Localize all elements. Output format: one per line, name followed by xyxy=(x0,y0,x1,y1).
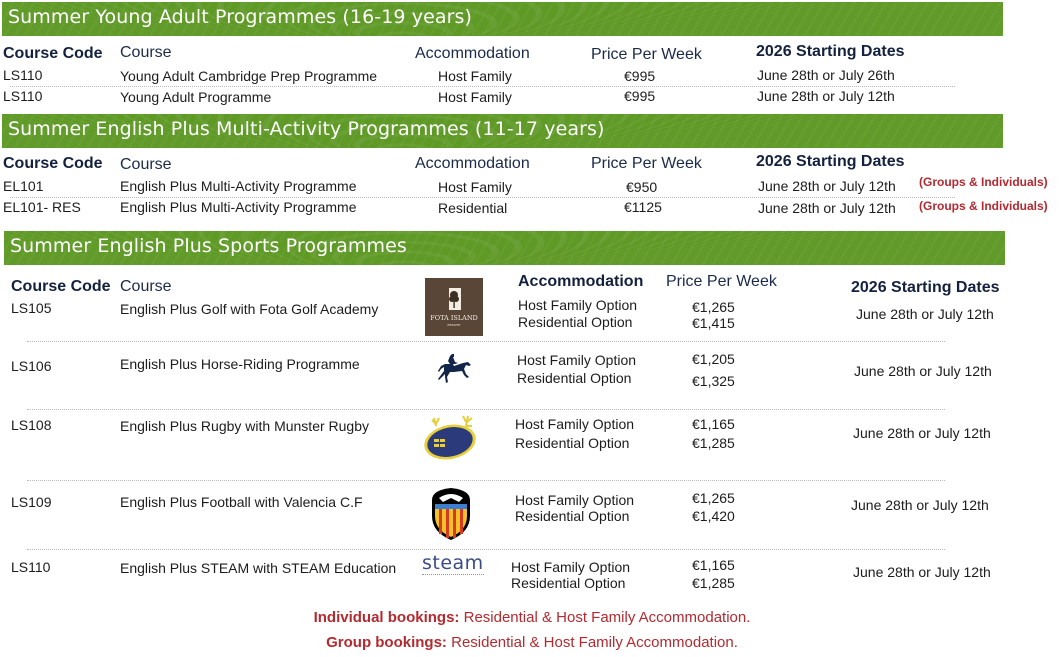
residential-price: €1,420 xyxy=(692,508,735,524)
course-code: LS109 xyxy=(11,494,52,510)
munster-rugby-logo xyxy=(422,412,482,462)
col-header-accommodation: Accommodation xyxy=(415,45,530,62)
group-bookings-label: Group bookings: xyxy=(326,634,447,651)
host-family-option-label: Host Family Option xyxy=(515,416,635,432)
course-code: EL101- RES xyxy=(3,199,81,215)
accommodation: Host Family xyxy=(438,89,512,105)
course-name: English Plus Golf with Fota Golf Academy xyxy=(120,301,379,317)
col-header-course: Course xyxy=(120,278,172,295)
steam-education-logo: steam xyxy=(422,552,484,575)
host-family-price: €1,205 xyxy=(692,351,735,367)
course-code: LS105 xyxy=(11,300,52,316)
residential-option-label: Residential Option xyxy=(515,435,630,451)
col-header-course: Course xyxy=(120,156,172,173)
valencia-cf-crest xyxy=(429,486,473,542)
host-family-option-label: Host Family Option xyxy=(515,492,635,508)
course-name: Young Adult Programme xyxy=(120,89,272,105)
col-header-price: Price Per Week xyxy=(666,273,777,290)
section-banner-multi-activity: Summer English Plus Multi-Activity Progr… xyxy=(2,114,1003,148)
col-header-accommodation: Accommodation xyxy=(518,273,644,290)
host-family-price: €1,265 xyxy=(692,299,735,315)
col-header-code: Course Code xyxy=(3,45,103,62)
host-family-option-label: Host Family Option xyxy=(517,352,637,368)
course-name: English Plus Football with Valencia C.F xyxy=(120,494,363,510)
start-dates: June 28th or July 12th xyxy=(853,425,991,441)
accommodation: Host Family xyxy=(438,179,512,195)
col-header-dates: 2026 Starting Dates xyxy=(756,153,905,170)
section-banner-sports: Summer English Plus Sports Programmes xyxy=(4,231,1005,265)
start-dates: June 28th or July 12th xyxy=(757,88,895,104)
start-dates: June 28th or July 26th xyxy=(757,67,895,83)
host-family-price: €1,265 xyxy=(692,490,735,506)
group-bookings-note: Group bookings: Residential & Host Famil… xyxy=(0,634,1064,651)
row-divider xyxy=(10,86,955,87)
residential-price: €1,415 xyxy=(692,315,735,331)
col-header-code: Course Code xyxy=(11,278,111,295)
section-banner-young-adult: Summer Young Adult Programmes (16-19 yea… xyxy=(2,2,1003,36)
host-family-option-label: Host Family Option xyxy=(511,559,631,575)
course-code: EL101 xyxy=(3,178,44,194)
row-divider xyxy=(27,341,945,342)
residential-option-label: Residential Option xyxy=(515,508,630,524)
row-divider xyxy=(10,197,955,198)
svg-text:RESORT: RESORT xyxy=(447,323,460,327)
row-divider xyxy=(27,409,945,410)
col-header-dates: 2026 Starting Dates xyxy=(756,43,905,60)
col-header-price: Price Per Week xyxy=(591,46,702,63)
host-family-price: €1,165 xyxy=(692,557,735,573)
course-name: English Plus Horse-Riding Programme xyxy=(120,356,360,372)
col-header-dates: 2026 Starting Dates xyxy=(851,279,1000,296)
row-divider xyxy=(27,549,945,550)
start-dates: June 28th or July 12th xyxy=(854,363,992,379)
col-header-code: Course Code xyxy=(3,155,103,172)
price: €995 xyxy=(624,88,656,104)
course-code: LS110 xyxy=(11,559,51,575)
price: €1125 xyxy=(624,199,662,215)
col-header-accommodation: Accommodation xyxy=(415,155,530,172)
course-name: Young Adult Cambridge Prep Programme xyxy=(120,68,378,84)
section-title: Summer Young Adult Programmes (16-19 yea… xyxy=(8,6,473,28)
course-name: English Plus Multi-Activity Programme xyxy=(120,199,357,215)
course-name: English Plus STEAM with STEAM Education xyxy=(120,560,397,576)
course-code: LS110 xyxy=(3,88,43,104)
residential-option-label: Residential Option xyxy=(511,575,626,591)
individual-bookings-note: Individual bookings: Residential & Host … xyxy=(0,609,1064,626)
start-dates: June 28th or July 12th xyxy=(758,200,896,216)
host-family-option-label: Host Family Option xyxy=(518,297,638,313)
residential-price: €1,285 xyxy=(692,575,735,591)
row-divider xyxy=(27,480,945,481)
accommodation: Host Family xyxy=(438,68,512,84)
course-name: English Plus Multi-Activity Programme xyxy=(120,178,357,194)
horse-rider-icon xyxy=(430,352,476,392)
residential-option-label: Residential Option xyxy=(517,370,632,386)
col-header-price: Price Per Week xyxy=(591,155,702,172)
booking-type-note: (Groups & Individuals) xyxy=(919,175,1048,189)
start-dates: June 28th or July 12th xyxy=(851,497,989,513)
course-code: LS108 xyxy=(11,417,52,433)
section-title: Summer English Plus Sports Programmes xyxy=(10,235,407,257)
course-name: English Plus Rugby with Munster Rugby xyxy=(120,418,370,434)
start-dates: June 28th or July 12th xyxy=(856,306,994,322)
course-code: LS106 xyxy=(11,358,52,374)
individual-bookings-text: Residential & Host Family Accommodation. xyxy=(459,609,751,626)
course-code: LS110 xyxy=(3,67,43,83)
start-dates: June 28th or July 12th xyxy=(758,178,896,194)
fota-island-resort-logo: FOTA ISLAND RESORT xyxy=(425,278,483,336)
individual-bookings-label: Individual bookings: xyxy=(313,609,460,626)
residential-price: €1,325 xyxy=(692,373,735,389)
start-dates: June 28th or July 12th xyxy=(853,564,991,580)
host-family-price: €1,165 xyxy=(692,416,735,432)
svg-text:FOTA ISLAND: FOTA ISLAND xyxy=(430,314,478,322)
price: €950 xyxy=(626,179,658,195)
accommodation: Residential xyxy=(438,200,508,216)
price: €995 xyxy=(624,68,656,84)
residential-option-label: Residential Option xyxy=(518,314,633,330)
col-header-course: Course xyxy=(120,44,172,61)
section-title: Summer English Plus Multi-Activity Progr… xyxy=(8,118,605,140)
residential-price: €1,285 xyxy=(692,435,735,451)
booking-type-note: (Groups & Individuals) xyxy=(919,199,1048,213)
group-bookings-text: Residential & Host Family Accommodation. xyxy=(446,634,738,651)
